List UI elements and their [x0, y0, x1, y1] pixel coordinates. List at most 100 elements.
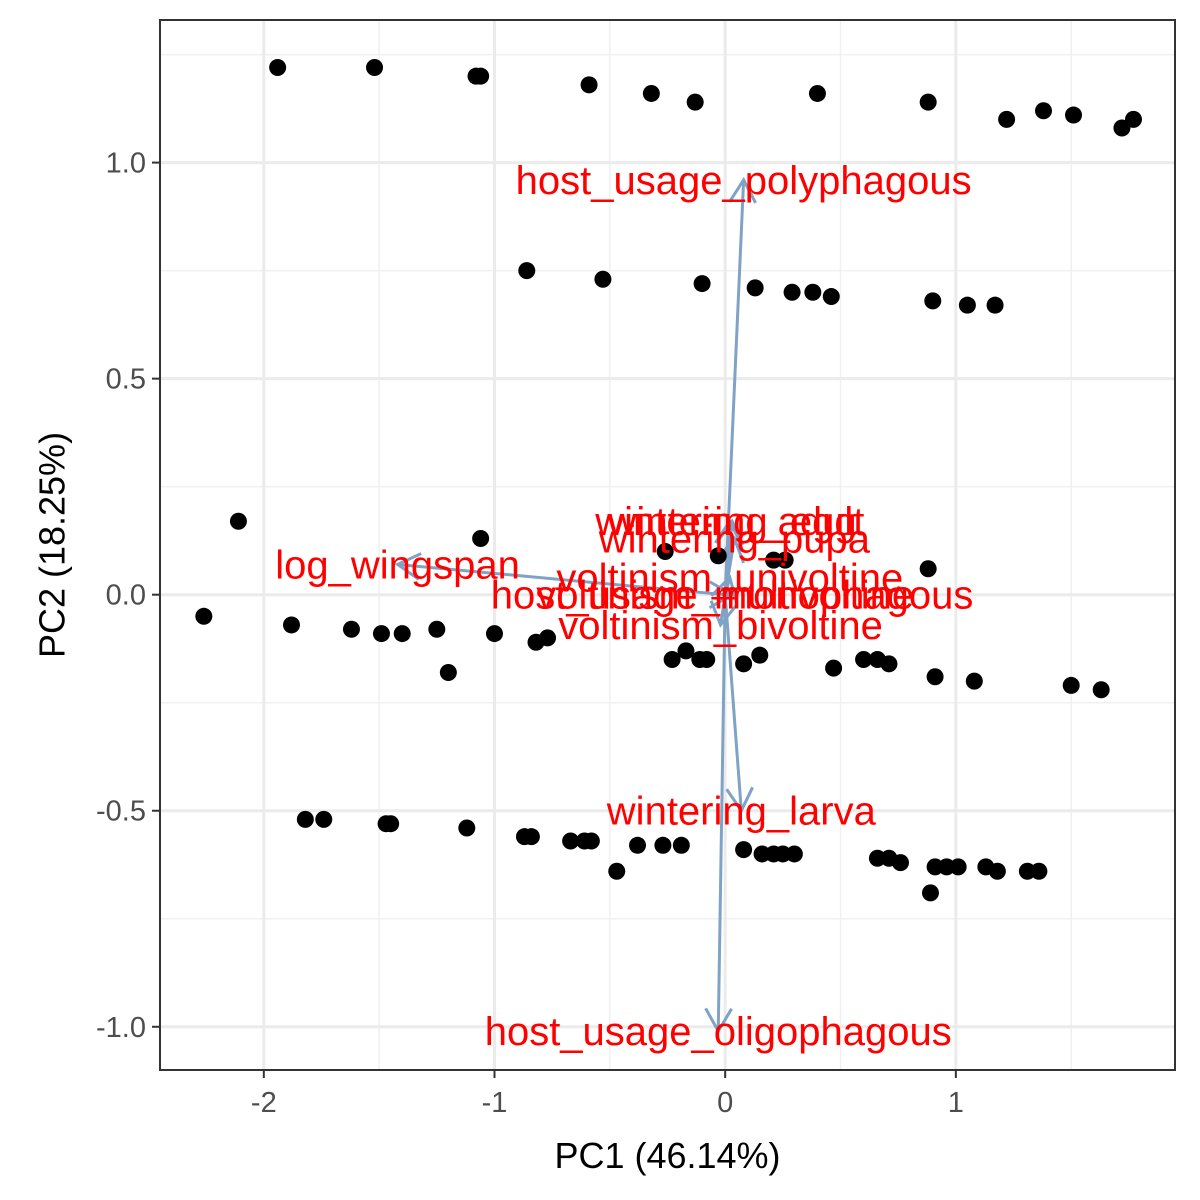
score-point	[229, 512, 247, 530]
score-point	[1062, 676, 1080, 694]
score-point	[785, 845, 803, 863]
score-point	[751, 646, 769, 664]
loading-arrows	[394, 176, 757, 1035]
minor-grid	[160, 20, 1175, 1070]
loading-label: voltinism_multivoltine	[536, 574, 914, 618]
score-point	[924, 292, 942, 310]
arrow-head	[709, 600, 738, 628]
score-point	[698, 651, 716, 669]
y-tick-label: -1.0	[96, 1012, 146, 1044]
score-point	[693, 275, 711, 293]
y-axis-title: PC2 (18.25%)	[32, 432, 73, 658]
x-axis-title: PC1 (46.14%)	[554, 1135, 780, 1176]
score-point	[919, 560, 937, 578]
score-point	[949, 858, 967, 876]
arrow-shaft	[719, 594, 727, 626]
x-tick-label: 1	[948, 1087, 964, 1119]
score-point	[485, 625, 503, 643]
loading-label: voltinism_bivoltine	[558, 604, 883, 648]
score-point	[891, 854, 909, 872]
score-point	[880, 655, 898, 673]
score-point	[746, 279, 764, 297]
score-point	[965, 672, 983, 690]
loading-label: host_usage_oligophagous	[485, 1010, 952, 1054]
loading-label: host_usage_monophagous	[491, 574, 974, 618]
arrow-head	[715, 518, 745, 546]
score-point	[988, 862, 1006, 880]
plot-panel: host_usage_polyphagous host_usage_oligoph…	[159, 19, 1176, 1071]
arrow-head	[728, 176, 757, 204]
score-point	[1113, 119, 1131, 137]
loading-label: log_wingspan	[275, 543, 520, 587]
score-point	[282, 616, 300, 634]
y-axis-ticks: -1.0 -0.5 0.0 0.5 1.0	[96, 148, 160, 1044]
score-point	[1030, 862, 1048, 880]
score-point	[428, 620, 446, 638]
score-point	[808, 84, 826, 102]
score-point	[629, 836, 647, 854]
score-point	[472, 67, 490, 85]
score-point	[919, 93, 937, 111]
score-point	[825, 659, 843, 677]
score-point	[522, 828, 540, 846]
loading-label: wintering_pupa	[598, 518, 871, 562]
score-point	[315, 810, 333, 828]
score-point	[1092, 681, 1110, 699]
score-point	[580, 76, 598, 94]
x-tick-label: -2	[251, 1087, 277, 1119]
score-point	[804, 283, 822, 301]
score-point	[986, 296, 1004, 314]
score-point	[1065, 106, 1082, 124]
score-point	[472, 530, 490, 548]
y-tick-label: 0.5	[106, 364, 146, 396]
score-point	[1124, 110, 1142, 128]
score-point	[642, 84, 660, 102]
score-point	[382, 815, 400, 833]
arrow-head	[708, 580, 736, 609]
x-axis-ticks: -2 -1 0 1	[251, 1070, 964, 1119]
score-point	[783, 283, 801, 301]
score-point	[855, 651, 873, 669]
arrow-head	[725, 786, 754, 814]
score-point	[518, 262, 536, 280]
score-point	[594, 270, 612, 288]
score-point	[539, 629, 557, 647]
y-tick-label: 0.0	[106, 580, 146, 612]
score-point	[822, 288, 840, 306]
score-point	[656, 542, 674, 560]
arrow-shaft	[716, 594, 727, 1032]
y-tick-label: -0.5	[96, 796, 146, 828]
score-point	[393, 625, 411, 643]
score-point	[342, 620, 360, 638]
score-point	[458, 819, 476, 837]
loading-label: wintering_egg	[607, 500, 857, 544]
score-point	[654, 836, 672, 854]
y-tick-label: 1.0	[106, 148, 146, 180]
score-point	[672, 836, 690, 854]
score-point	[608, 862, 626, 880]
score-point	[677, 642, 695, 660]
score-point	[663, 651, 681, 669]
panel-border	[159, 19, 1176, 1071]
arrow-head	[394, 552, 422, 581]
score-points	[195, 59, 1142, 902]
arrow-head	[710, 574, 738, 603]
loading-label: wintering_larva	[606, 790, 877, 834]
score-point	[269, 59, 287, 77]
score-point	[686, 93, 704, 111]
score-point	[372, 625, 390, 643]
score-point	[1035, 102, 1053, 120]
x-tick-label: -1	[482, 1087, 508, 1119]
score-point	[195, 607, 213, 625]
major-grid	[160, 20, 1175, 1070]
x-tick-label: 0	[717, 1087, 733, 1119]
loading-label: voltinism_univoltine	[556, 556, 903, 600]
score-point	[735, 841, 753, 859]
score-point	[709, 547, 727, 565]
score-point	[582, 832, 600, 850]
loading-label: wintering_adult	[594, 500, 864, 544]
score-point	[562, 832, 580, 850]
score-point	[776, 551, 794, 569]
score-point	[296, 810, 314, 828]
